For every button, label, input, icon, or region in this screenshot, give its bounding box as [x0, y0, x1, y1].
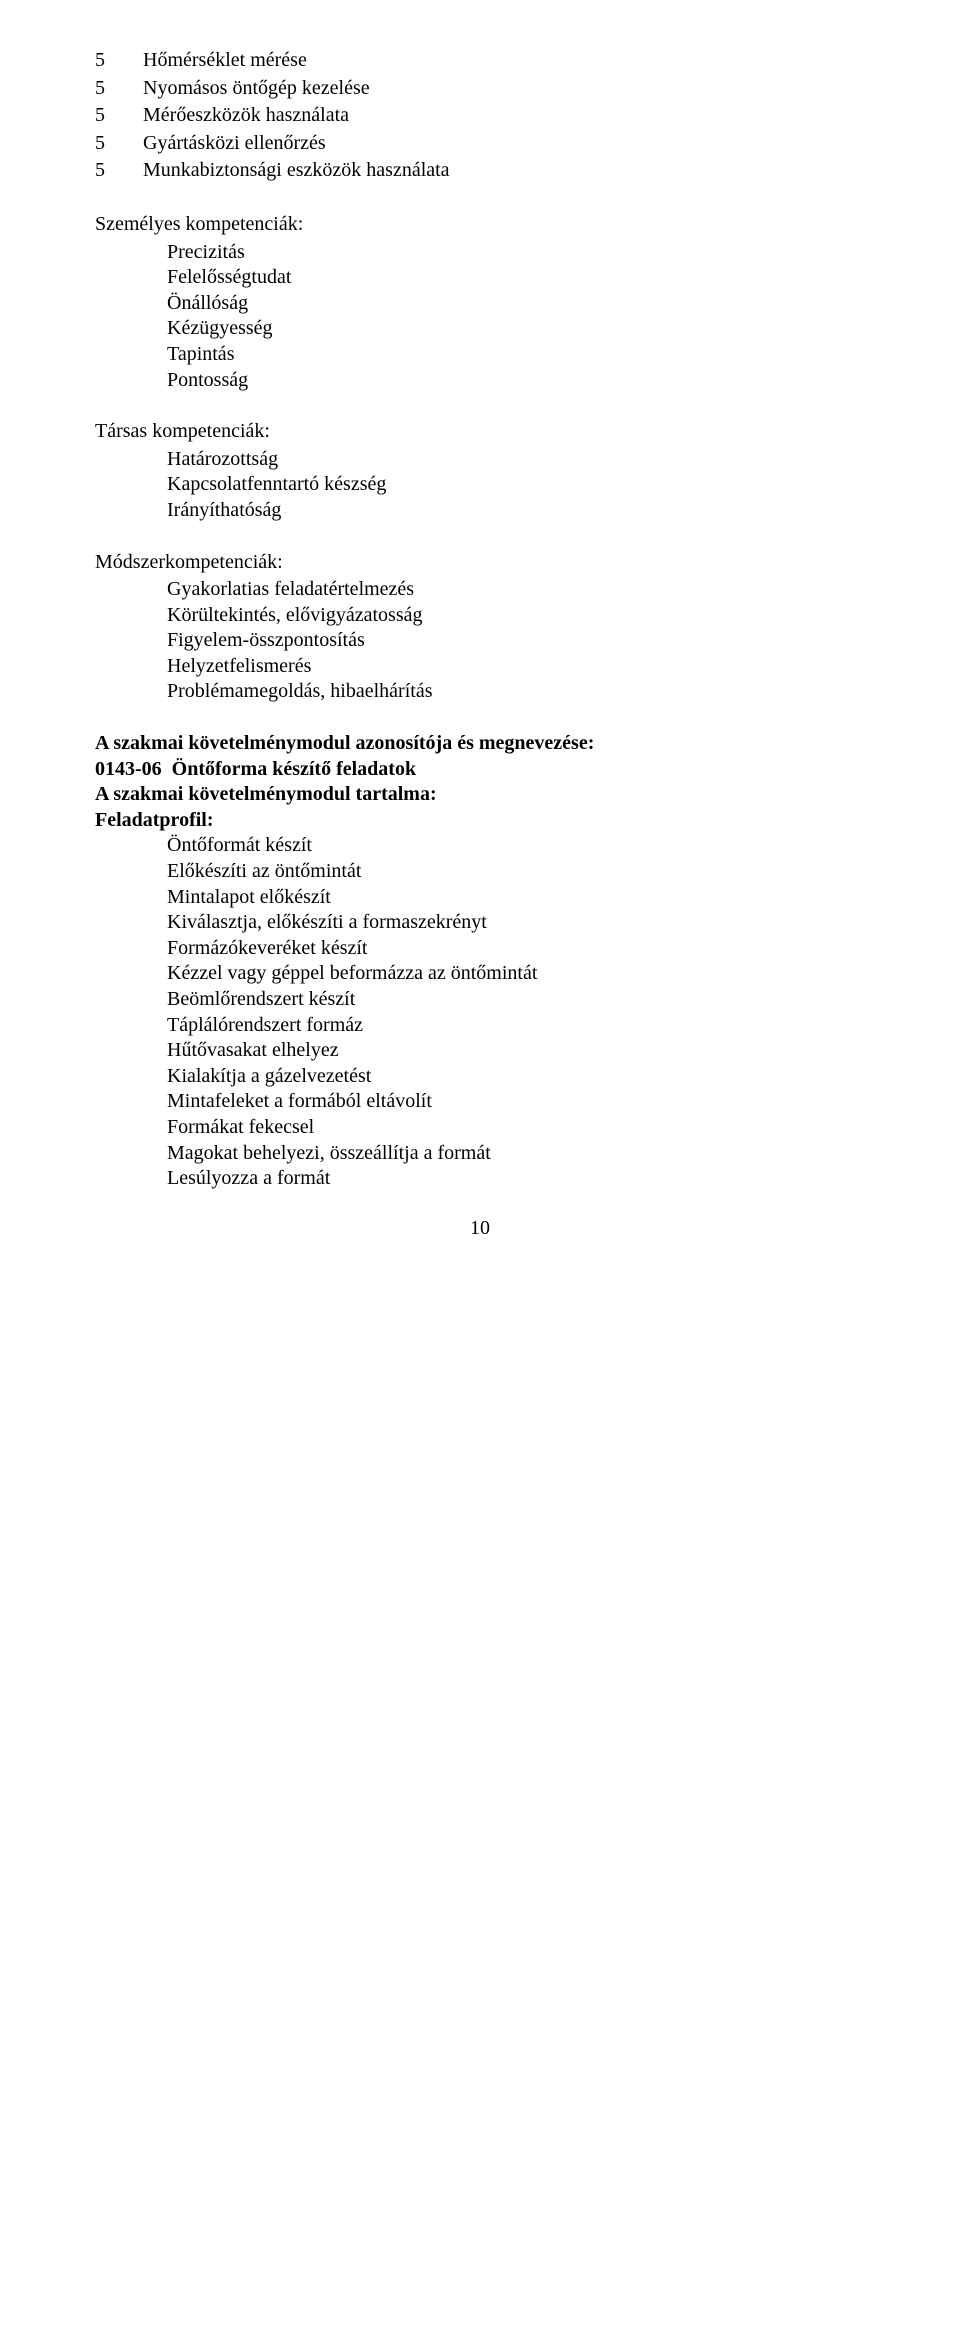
- list-item: Kézügyesség: [95, 316, 865, 342]
- table-row: 5 Munkabiztonsági eszközök használata: [95, 158, 865, 184]
- list-item: Beömlőrendszert készít: [95, 987, 865, 1013]
- list-item: Kapcsolatfenntartó készség: [95, 472, 865, 498]
- list-item: Helyzetfelismerés: [95, 654, 865, 680]
- module-heading: A szakmai követelménymodul azonosítója é…: [95, 731, 865, 757]
- list-item: Önállóság: [95, 291, 865, 317]
- module-content-heading: A szakmai követelménymodul tartalma:: [95, 782, 865, 808]
- list-item: Kiválasztja, előkészíti a formaszekrényt: [95, 910, 865, 936]
- list-item: Hűtővasakat elhelyez: [95, 1038, 865, 1064]
- module-code: 0143-06: [95, 758, 162, 780]
- row-text: Munkabiztonsági eszközök használata: [143, 158, 450, 184]
- table-row: 5 Gyártásközi ellenőrzés: [95, 131, 865, 157]
- page-number: 10: [95, 1216, 865, 1242]
- list-item: Tapintás: [95, 342, 865, 368]
- module-code-line: 0143-06 Öntőforma készítő feladatok: [95, 757, 865, 783]
- row-number: 5: [95, 48, 143, 74]
- row-text: Nyomásos öntőgép kezelése: [143, 76, 370, 102]
- section-heading: Társas kompetenciák:: [95, 419, 865, 445]
- row-text: Hőmérséklet mérése: [143, 48, 307, 74]
- row-text: Gyártásközi ellenőrzés: [143, 131, 326, 157]
- table-row: 5 Nyomásos öntőgép kezelése: [95, 76, 865, 102]
- list-item: Mintafeleket a formából eltávolít: [95, 1089, 865, 1115]
- list-item: Gyakorlatias feladatértelmezés: [95, 577, 865, 603]
- row-text: Mérőeszközök használata: [143, 103, 349, 129]
- list-item: Formázókeveréket készít: [95, 936, 865, 962]
- task-profile-heading: Feladatprofil:: [95, 808, 865, 834]
- list-item: Lesúlyozza a formát: [95, 1166, 865, 1192]
- section-heading: Módszerkompetenciák:: [95, 550, 865, 576]
- list-item: Kialakítja a gázelvezetést: [95, 1064, 865, 1090]
- method-competencies-section: Módszerkompetenciák: Gyakorlatias felada…: [95, 550, 865, 706]
- list-item: Felelősségtudat: [95, 265, 865, 291]
- list-item: Formákat fekecsel: [95, 1115, 865, 1141]
- module-title: Öntőforma készítő feladatok: [172, 758, 416, 780]
- list-item: Pontosság: [95, 368, 865, 394]
- list-item: Körültekintés, elővigyázatosság: [95, 603, 865, 629]
- list-item: Táplálórendszert formáz: [95, 1013, 865, 1039]
- list-item: Határozottság: [95, 447, 865, 473]
- row-number: 5: [95, 76, 143, 102]
- section-heading: Személyes kompetenciák:: [95, 212, 865, 238]
- list-item: Előkészíti az öntőmintát: [95, 859, 865, 885]
- row-number: 5: [95, 131, 143, 157]
- table-row: 5 Mérőeszközök használata: [95, 103, 865, 129]
- list-item: Irányíthatóság: [95, 498, 865, 524]
- list-item: Öntőformát készít: [95, 833, 865, 859]
- numbered-table: 5 Hőmérséklet mérése 5 Nyomásos öntőgép …: [95, 48, 865, 184]
- module-section: A szakmai követelménymodul azonosítója é…: [95, 731, 865, 1192]
- list-item: Figyelem-összpontosítás: [95, 628, 865, 654]
- list-item: Precizitás: [95, 240, 865, 266]
- list-item: Problémamegoldás, hibaelhárítás: [95, 679, 865, 705]
- personal-competencies-section: Személyes kompetenciák: Precizitás Felel…: [95, 212, 865, 393]
- row-number: 5: [95, 158, 143, 184]
- list-item: Kézzel vagy géppel beformázza az öntőmin…: [95, 961, 865, 987]
- row-number: 5: [95, 103, 143, 129]
- list-item: Magokat behelyezi, összeállítja a formát: [95, 1141, 865, 1167]
- social-competencies-section: Társas kompetenciák: Határozottság Kapcs…: [95, 419, 865, 523]
- list-item: Mintalapot előkészít: [95, 885, 865, 911]
- table-row: 5 Hőmérséklet mérése: [95, 48, 865, 74]
